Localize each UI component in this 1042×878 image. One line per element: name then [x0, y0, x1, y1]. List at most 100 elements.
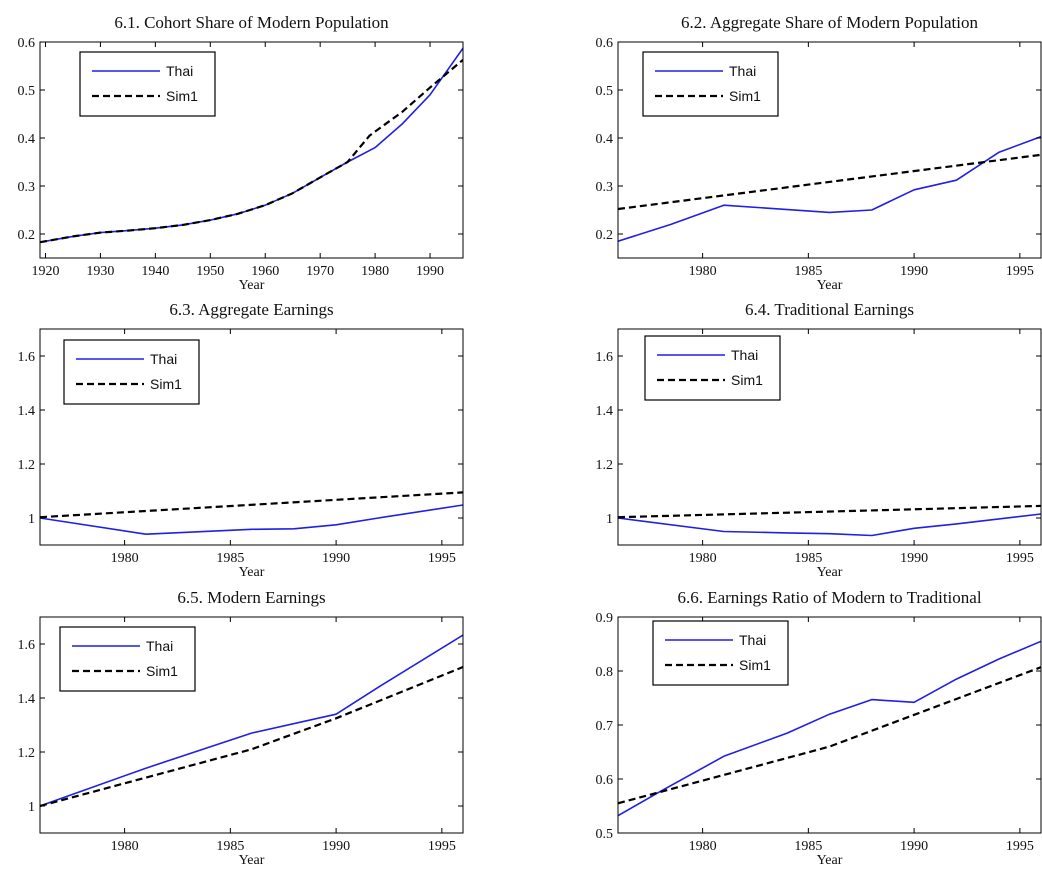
legend-box — [63, 339, 200, 405]
axes-box — [39, 328, 464, 546]
chart-title: 6.4. Traditional Earnings — [745, 300, 914, 319]
chart-panel-6: 6.6. Earnings Ratio of Modern to Traditi… — [596, 588, 1042, 868]
series-line-thai — [618, 135, 1041, 242]
y-tick-label: 0.9 — [596, 611, 614, 626]
legend-box — [644, 335, 781, 401]
y-tick-label: 1.6 — [596, 350, 614, 365]
legend-box — [59, 626, 196, 692]
series-line-thai — [618, 513, 1041, 537]
x-tick-label: 1980 — [689, 551, 717, 566]
legend-label-sim1: Sim1 — [739, 657, 771, 673]
chart-title: 6.6. Earnings Ratio of Modern to Traditi… — [677, 588, 981, 607]
legend: Thai Sim1 — [644, 335, 781, 401]
x-tick-label: 1995 — [428, 839, 456, 854]
x-axis-label: Year — [239, 565, 265, 580]
axes-box — [39, 41, 464, 259]
x-tick-label: 1960 — [251, 264, 279, 279]
legend: Thai Sim1 — [59, 626, 196, 692]
chart-title: 6.3. Aggregate Earnings — [169, 300, 333, 319]
y-tick-label: 0.7 — [596, 719, 614, 734]
x-axis-label: Year — [817, 565, 843, 580]
x-axis-label: Year — [817, 278, 843, 293]
series-line-thai — [40, 504, 463, 536]
y-tick-label: 1 — [28, 512, 35, 527]
x-tick-label: 1990 — [322, 551, 350, 566]
y-tick-label: 0.6 — [596, 36, 614, 51]
x-tick-label: 1940 — [141, 264, 169, 279]
legend-label-thai: Thai — [150, 351, 177, 367]
axes-box — [617, 328, 1042, 546]
x-tick-label: 1990 — [900, 264, 928, 279]
x-tick-label: 1990 — [416, 264, 444, 279]
chart-title: 6.2. Aggregate Share of Modern Populatio… — [681, 13, 978, 32]
y-tick-label: 1.4 — [18, 404, 36, 419]
x-tick-label: 1995 — [1006, 551, 1034, 566]
y-tick-label: 1.2 — [18, 746, 36, 761]
y-tick-label: 1.6 — [18, 350, 36, 365]
series-line-sim1 — [40, 665, 463, 808]
legend-label-sim1: Sim1 — [150, 376, 182, 392]
x-axis-label: Year — [239, 853, 265, 868]
y-tick-label: 1.2 — [596, 458, 614, 473]
x-tick-label: 1995 — [1006, 264, 1034, 279]
legend: Thai Sim1 — [79, 51, 216, 117]
x-tick-label: 1995 — [428, 551, 456, 566]
x-tick-label: 1985 — [216, 551, 244, 566]
legend-box — [642, 51, 779, 117]
x-tick-label: 1985 — [216, 839, 244, 854]
axes-box — [39, 616, 464, 834]
y-tick-label: 0.2 — [18, 228, 36, 243]
legend-label-thai: Thai — [739, 632, 766, 648]
series-line-sim1 — [618, 153, 1041, 211]
legend-label-sim1: Sim1 — [146, 663, 178, 679]
x-tick-label: 1990 — [900, 551, 928, 566]
y-tick-label: 0.4 — [596, 132, 614, 147]
x-tick-label: 1985 — [794, 551, 822, 566]
x-tick-label: 1970 — [306, 264, 334, 279]
y-tick-label: 0.5 — [596, 827, 614, 842]
legend-box — [652, 620, 789, 686]
y-tick-label: 0.6 — [18, 36, 36, 51]
series-line-sim1 — [40, 491, 463, 519]
y-tick-label: 1.4 — [18, 692, 36, 707]
series-line-sim1 — [40, 58, 463, 244]
x-tick-label: 1980 — [361, 264, 389, 279]
series-line-thai — [40, 634, 463, 807]
x-axis-label: Year — [817, 853, 843, 868]
legend-label-thai: Thai — [731, 347, 758, 363]
y-tick-label: 1.4 — [596, 404, 614, 419]
y-tick-label: 0.2 — [596, 228, 614, 243]
legend-label-thai: Thai — [729, 63, 756, 79]
x-tick-label: 1995 — [1006, 839, 1034, 854]
x-tick-label: 1990 — [900, 839, 928, 854]
legend: Thai Sim1 — [642, 51, 779, 117]
x-tick-label: 1980 — [689, 839, 717, 854]
series-line-thai — [618, 640, 1041, 817]
chart-title: 6.5. Modern Earnings — [177, 588, 325, 607]
chart-panel-2: 6.2. Aggregate Share of Modern Populatio… — [596, 13, 1042, 293]
legend-label-thai: Thai — [166, 63, 193, 79]
y-tick-label: 1.2 — [18, 458, 36, 473]
legend: Thai Sim1 — [63, 339, 200, 405]
chart-title: 6.1. Cohort Share of Modern Population — [114, 13, 389, 32]
x-tick-label: 1930 — [86, 264, 114, 279]
y-tick-label: 0.8 — [596, 665, 614, 680]
x-tick-label: 1980 — [689, 264, 717, 279]
x-tick-label: 1990 — [322, 839, 350, 854]
x-tick-label: 1985 — [794, 264, 822, 279]
y-tick-label: 0.3 — [596, 180, 614, 195]
y-tick-label: 0.3 — [18, 180, 36, 195]
chart-panel-5: 6.5. Modern Earnings 1980 1985 1990 1995 1 1.2… — [18, 588, 464, 868]
x-axis-label: Year — [239, 278, 265, 293]
legend-label-sim1: Sim1 — [166, 88, 198, 104]
chart-panel-3: 6.3. Aggregate Earnings 1980 1985 1990 1995 1… — [18, 300, 464, 580]
legend: Thai Sim1 — [652, 620, 789, 686]
series-line-sim1 — [618, 504, 1041, 519]
x-tick-label: 1980 — [111, 839, 139, 854]
y-tick-label: 1.6 — [18, 638, 36, 653]
axes-box — [617, 41, 1042, 259]
chart-panel-1: 6.1. Cohort Share of Modern Population 19… — [18, 13, 464, 293]
x-tick-label: 1920 — [31, 264, 59, 279]
x-tick-label: 1980 — [111, 551, 139, 566]
